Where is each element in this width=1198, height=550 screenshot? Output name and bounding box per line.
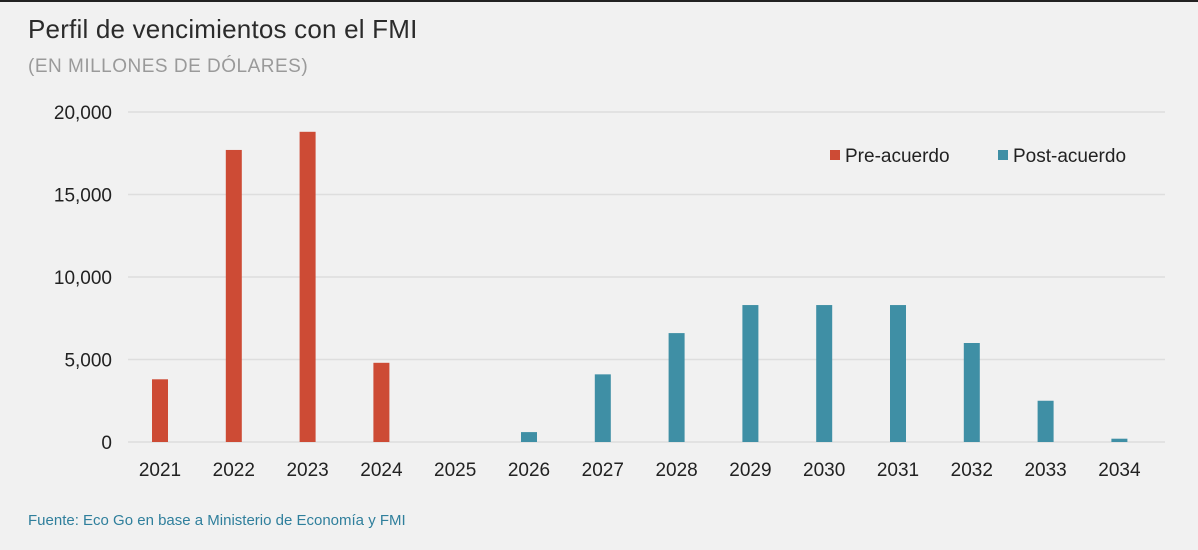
bar-post-acuerdo-2031: [890, 305, 906, 442]
bar-pre-acuerdo-2024: [373, 362, 390, 442]
x-tick-label: 2029: [729, 460, 771, 481]
chart-subtitle: (EN MILLONES DE DÓLARES): [28, 56, 309, 77]
legend-label-post-acuerdo: Post-acuerdo: [1013, 146, 1126, 167]
bar-post-acuerdo-2032: [963, 343, 980, 442]
legend-swatch-pre-acuerdo: [830, 150, 840, 160]
chart-title: Perfil de vencimientos con el FMI: [28, 14, 418, 44]
x-tick-label: 2031: [877, 460, 919, 481]
legend: Pre-acuerdo Post-acuerdo: [830, 146, 1126, 167]
x-tick-label: 2021: [139, 460, 181, 481]
legend-label-pre-acuerdo: Pre-acuerdo: [845, 146, 950, 167]
bar-post-acuerdo-2034: [1111, 438, 1128, 442]
bar-post-acuerdo-2028: [668, 333, 685, 442]
x-tick-label: 2030: [803, 460, 845, 481]
bar-post-acuerdo-2027: [594, 374, 611, 442]
x-tick-label: 2032: [951, 460, 993, 481]
x-tick-label: 2022: [213, 460, 255, 481]
y-tick-label: 0: [101, 433, 112, 454]
y-tick-label: 20,000: [54, 103, 112, 124]
x-tick-label: 2034: [1098, 460, 1141, 481]
bar-post-acuerdo-2026: [521, 432, 537, 442]
x-tick-label: 2033: [1024, 460, 1066, 481]
x-axis: 2021 2022 2023 2024 2025 2026 2027 2028 2029 2030…: [139, 460, 1141, 481]
x-tick-label: 2026: [508, 460, 550, 481]
x-tick-label: 2023: [286, 460, 328, 481]
y-axis: 20,000 15,000 10,000 5,000 0: [54, 103, 112, 454]
bar-pre-acuerdo-2023: [299, 131, 316, 443]
bars: [152, 131, 1128, 443]
y-tick-label: 15,000: [54, 186, 112, 207]
y-tick-label: 5,000: [64, 351, 112, 372]
gridlines: [128, 111, 1165, 443]
x-tick-label: 2027: [582, 460, 624, 481]
bar-pre-acuerdo-2021: [152, 379, 168, 442]
bar-post-acuerdo-2033: [1037, 400, 1054, 442]
y-tick-label: 10,000: [54, 268, 112, 289]
bar-pre-acuerdo-2022: [225, 149, 242, 442]
bar-post-acuerdo-2030: [816, 305, 833, 442]
legend-swatch-post-acuerdo: [998, 150, 1008, 160]
x-tick-label: 2028: [655, 460, 697, 481]
bar-post-acuerdo-2029: [742, 305, 759, 442]
x-tick-label: 2024: [360, 460, 403, 481]
x-tick-label: 2025: [434, 460, 476, 481]
source-note: Fuente: Eco Go en base a Ministerio de E…: [28, 512, 406, 529]
